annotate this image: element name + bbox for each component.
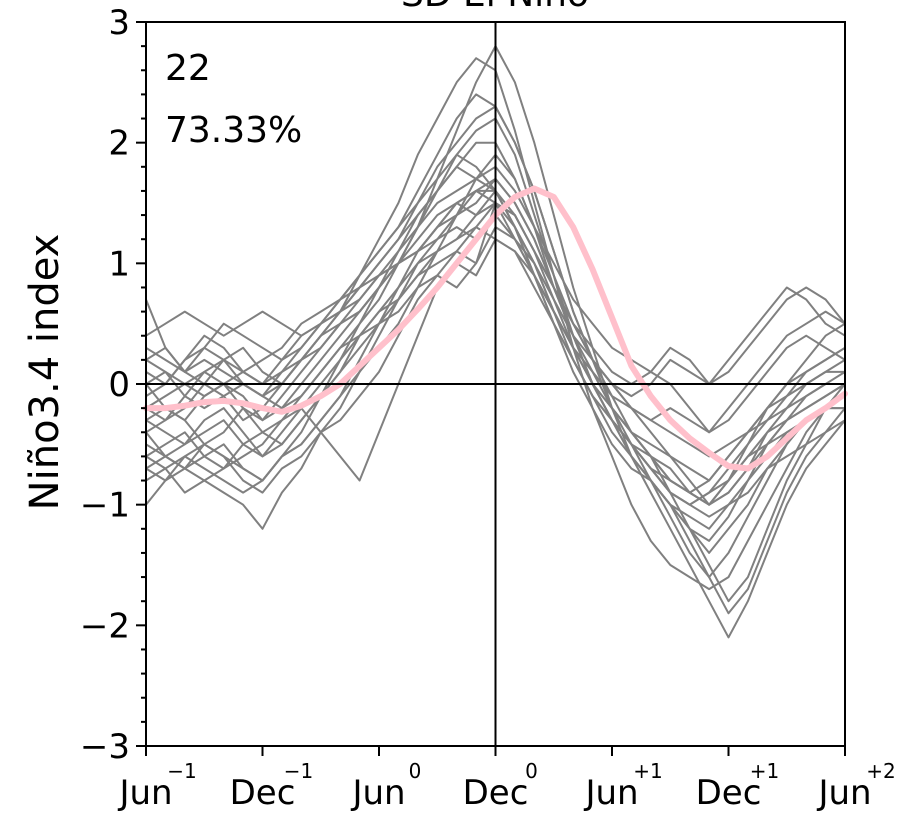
axes	[136, 21, 846, 756]
x-tick-label: Jun	[816, 773, 871, 813]
y-tick-label: 1	[108, 244, 130, 284]
annotations: 22 73.33%	[165, 48, 302, 151]
annotation-percent: 73.33%	[165, 110, 302, 151]
y-tick-label: −3	[80, 727, 130, 767]
annotation-count: 22	[165, 48, 211, 89]
y-tick-label: 0	[108, 365, 130, 405]
y-axis-label: Niño3.4 index	[22, 234, 68, 511]
x-tick-superscript: +1	[633, 759, 662, 783]
x-tick-superscript: +1	[750, 759, 779, 783]
x-tick-superscript: −1	[167, 759, 196, 783]
x-tick-label: Jun	[117, 773, 172, 813]
y-tick-label: 2	[108, 124, 130, 164]
chart-title: SD El Niño	[401, 0, 589, 15]
x-tick-superscript: +2	[866, 759, 895, 783]
plot-title-group: SD El Niño	[401, 0, 589, 15]
y-tick-label: 3	[108, 3, 130, 43]
x-tick-superscript: −1	[284, 759, 313, 783]
y-tick-label: −1	[80, 486, 130, 526]
tick-labels: −3−2−10123Jun−1Dec−1Jun0Dec0Jun+1Dec+1Ju…	[80, 3, 896, 813]
x-tick-superscript: 0	[409, 759, 422, 783]
x-tick-label: Jun	[583, 773, 638, 813]
x-tick-superscript: 0	[525, 759, 538, 783]
y-tick-label: −2	[80, 606, 130, 646]
x-tick-label: Dec	[463, 773, 529, 813]
x-tick-label: Dec	[696, 773, 762, 813]
x-tick-label: Dec	[230, 773, 296, 813]
x-tick-label: Jun	[350, 773, 405, 813]
